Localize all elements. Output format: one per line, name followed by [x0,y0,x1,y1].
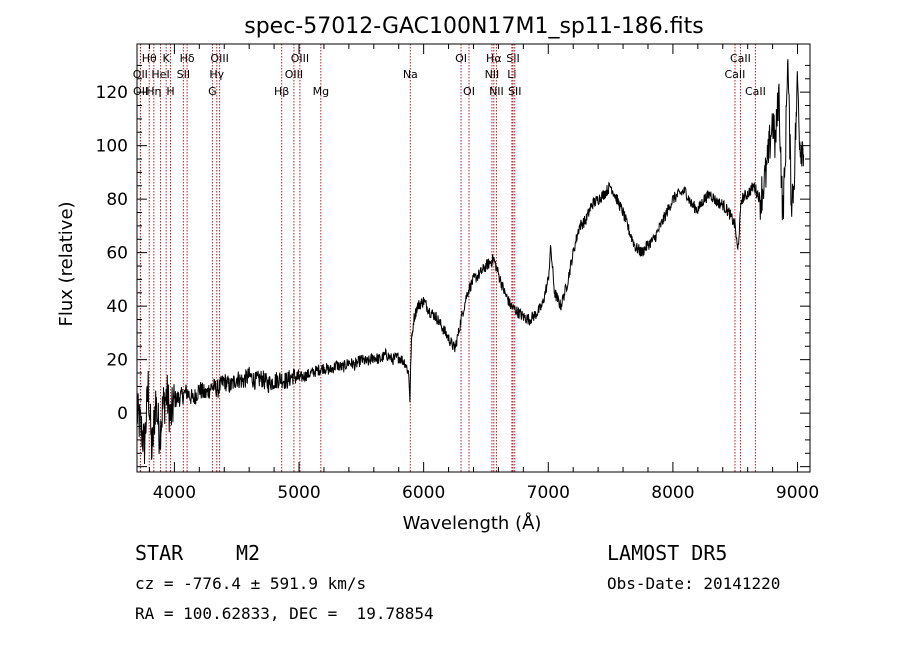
x-tick-label-7000: 7000 [527,483,570,503]
marker-label-13: OIII [285,68,303,81]
marker-label-16: Li [507,68,516,81]
y-tick-label-20: 20 [106,351,128,371]
marker-label-8: CaII [730,52,751,65]
marker-label-22: Hβ [274,85,289,98]
x-tick-label-4000: 4000 [153,483,196,503]
marker-label-4: OIII [291,52,309,65]
plot-frame [136,43,811,473]
marker-label-23: Mg [313,85,329,98]
marker-label-25: NII [489,85,504,98]
marker-label-12: Hγ [209,68,224,81]
spectrum-line [136,59,805,465]
redshift-value: cz = -776.4 ± 591.9 km/s [135,574,367,593]
y-axis-label: Flux (relative) [56,201,77,326]
x-axis-label: Wavelength (Å) [403,512,542,534]
marker-label-3: OIII [210,52,228,65]
marker-label-27: CaII [745,85,766,98]
marker-label-11: SII [177,68,190,81]
y-tick-label-100: 100 [96,137,128,157]
coordinates: RA = 100.62833, DEC = 19.78854 [135,604,434,623]
x-tick-label-5000: 5000 [277,483,320,503]
y-tick-label-0: 0 [117,404,128,424]
marker-label-14: Na [403,68,418,81]
marker-label-19: Hη [146,85,161,98]
marker-label-20: H [166,85,174,98]
y-tick-label-120: 120 [96,83,128,103]
marker-label-21: G [208,85,217,98]
marker-label-5: OI [455,52,467,65]
x-tick-label-6000: 6000 [402,483,445,503]
y-tick-label-40: 40 [106,297,128,317]
x-tick-label-9000: 9000 [776,483,819,503]
marker-label-26: SII [508,85,521,98]
survey-name: LAMOST DR5 [607,541,728,565]
chart-title: spec-57012-GAC100N17M1_sp11-186.fits [244,14,704,39]
marker-label-24: OI [463,85,475,98]
marker-label-15: NII [485,68,500,81]
marker-label-6: Hα [486,52,502,65]
object-class: STAR [135,541,184,565]
marker-label-7: SII [506,52,519,65]
marker-label-17: CaII [725,68,746,81]
x-tick-label-8000: 8000 [651,483,694,503]
marker-label-0: Hθ [142,52,157,65]
obs-date: Obs-Date: 20141220 [607,574,781,593]
plot-axes: 4000 5000 6000 7000 8000 9000 0 20 40 60 80 100 120 [96,43,819,503]
y-tick-label-60: 60 [106,244,128,264]
marker-label-1: K [163,52,171,65]
marker-label-2: Hδ [180,52,195,65]
marker-label-10: HeI [151,68,169,81]
object-subclass: M2 [236,541,261,565]
y-tick-label-80: 80 [106,190,128,210]
